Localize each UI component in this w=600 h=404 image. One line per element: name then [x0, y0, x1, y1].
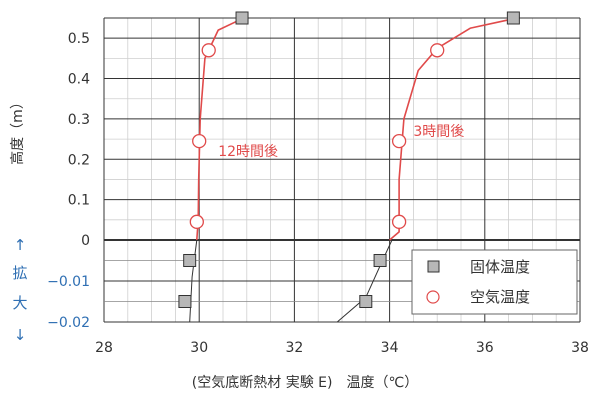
- solid-temperature-point: [359, 295, 373, 308]
- x-tick-label: 28: [95, 340, 113, 356]
- y-tick-label: 0.3: [68, 112, 90, 128]
- legend-label-solid: 固体温度: [470, 258, 530, 276]
- tick-labels: 28 30 32 34 36 38 0.5 0.4 0.3 0.2 0.1 0 −0.01 −0.02: [47, 31, 589, 356]
- y-tick-label: 0.5: [68, 31, 90, 47]
- y-tick-label: 0.4: [68, 72, 90, 88]
- solid-temperature-point: [373, 254, 387, 267]
- annotation-3h: 3時間後: [413, 124, 464, 140]
- annotation-12h: 12時間後: [218, 144, 278, 160]
- legend: 固体温度 空気温度: [411, 249, 578, 315]
- expand-label: 拡大: [12, 264, 27, 312]
- y-tick-label: 0: [81, 233, 90, 249]
- air-temperature-point: [391, 214, 407, 229]
- solid-temperature-point: [183, 254, 197, 267]
- legend-marker-solid: [427, 260, 440, 273]
- x-tick-label: 36: [476, 340, 494, 356]
- solid-temperature-line: [336, 239, 393, 323]
- expand-up-arrow: ↑: [14, 236, 27, 254]
- solid-temperature-point: [178, 295, 192, 308]
- legend-label-air: 空気温度: [470, 288, 530, 306]
- air-temperature-point: [430, 43, 445, 58]
- x-axis-label: (空気底断熱材 実験 E) 温度（℃）: [192, 375, 418, 391]
- x-tick-label: 30: [190, 340, 208, 356]
- air-temperature-point: [189, 214, 204, 229]
- expand-down-arrow: ↓: [14, 326, 27, 344]
- air-temperature-point: [391, 133, 407, 149]
- y-tick-label: −0.01: [47, 274, 90, 290]
- y-tick-label: −0.02: [47, 315, 90, 331]
- solid-temperature-point: [235, 11, 249, 25]
- solid-temperature-point: [506, 11, 520, 25]
- y-tick-label: 0.1: [68, 193, 90, 209]
- legend-marker-air: [426, 290, 440, 304]
- y-axis-label: 高度（m）: [9, 95, 26, 165]
- y-tick-label: 0.2: [68, 152, 90, 168]
- air-temperature-point: [192, 133, 207, 149]
- x-tick-label: 38: [571, 340, 589, 356]
- x-tick-label: 34: [381, 340, 399, 356]
- air-temperature-point: [201, 43, 216, 58]
- x-tick-label: 32: [285, 340, 303, 356]
- data-points: [178, 11, 520, 308]
